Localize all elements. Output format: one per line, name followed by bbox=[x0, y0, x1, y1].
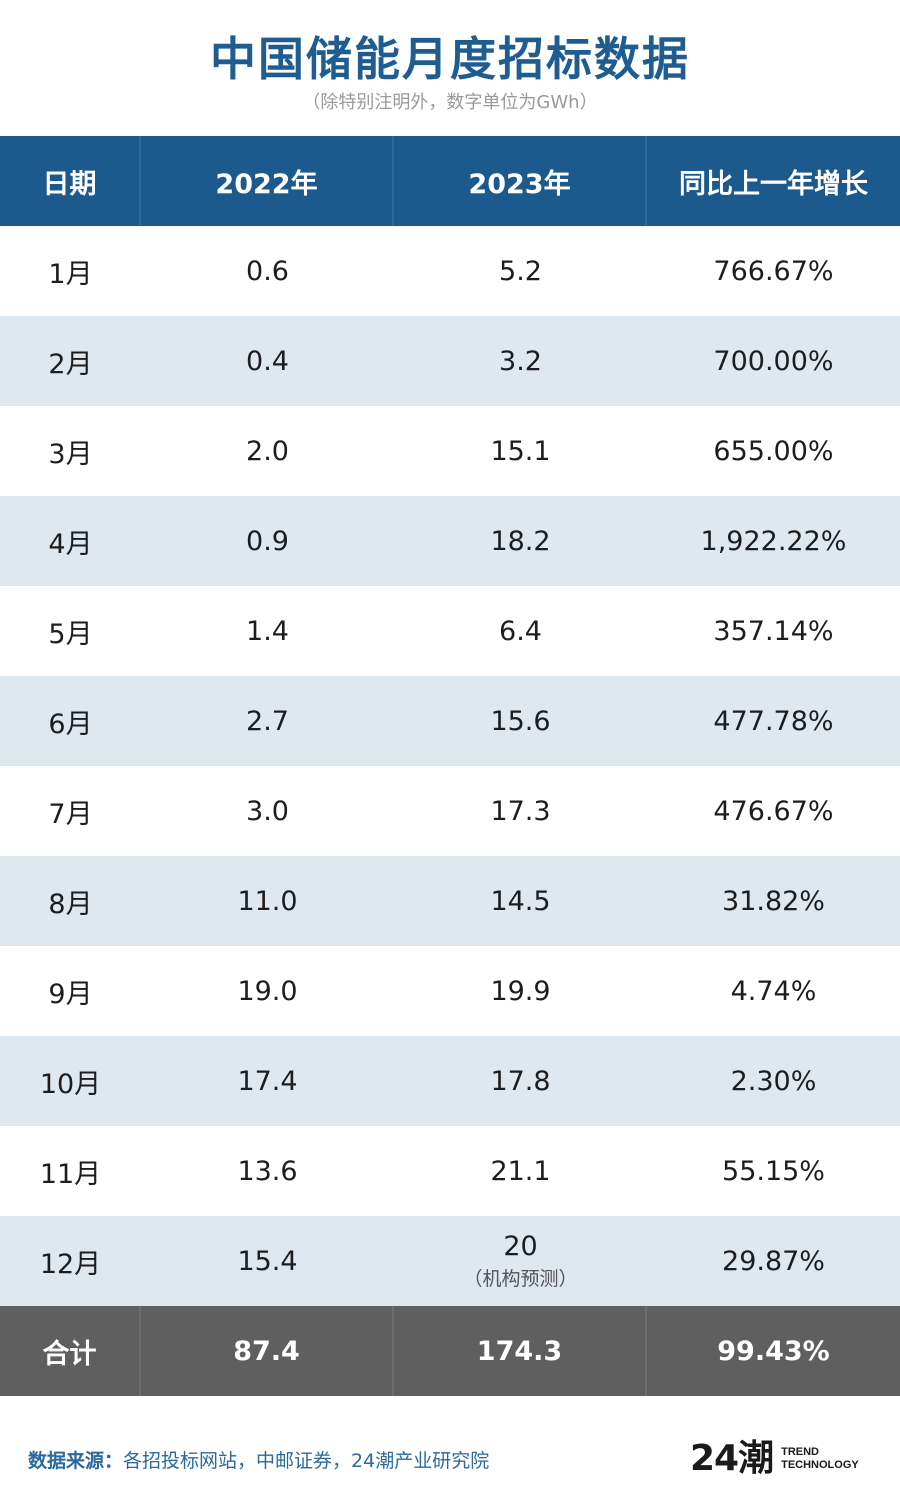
total-growth: 99.43% bbox=[717, 1335, 830, 1367]
cell-growth: 700.00% bbox=[713, 345, 834, 377]
logo-mark: 24潮 bbox=[690, 1438, 774, 1479]
cell-2022: 0.9 bbox=[246, 525, 289, 557]
table-row: 1月 0.6 5.2 766.67% bbox=[0, 226, 900, 316]
total-label: 合计 bbox=[0, 1306, 141, 1396]
cell-month: 5月 bbox=[48, 618, 93, 650]
cell-2022: 13.6 bbox=[237, 1155, 298, 1187]
brand-logo: 24潮 TREND TECHNOLOGY bbox=[690, 1434, 880, 1484]
data-table: 日期 2022年 2023年 同比上一年增长 1月 0.6 5.2 766.67… bbox=[0, 136, 900, 1396]
table-total-row: 合计 87.4 174.3 99.43% bbox=[0, 1306, 900, 1396]
cell-2022: 0.6 bbox=[246, 255, 289, 287]
cell-2023: 17.8 bbox=[490, 1065, 551, 1097]
cell-growth: 55.15% bbox=[722, 1155, 825, 1187]
cell-2022: 3.0 bbox=[246, 795, 289, 827]
cell-2023: 5.2 bbox=[499, 255, 542, 287]
cell-month: 1月 bbox=[48, 258, 93, 290]
cell-month: 10月 bbox=[39, 1068, 102, 1100]
cell-month: 11月 bbox=[39, 1158, 102, 1190]
cell-2023: 19.9 bbox=[490, 975, 551, 1007]
table-row: 3月 2.0 15.1 655.00% bbox=[0, 406, 900, 496]
cell-growth: 29.87% bbox=[722, 1245, 825, 1277]
cell-growth: 4.74% bbox=[730, 975, 817, 1007]
cell-2022: 19.0 bbox=[237, 975, 298, 1007]
cell-2022: 15.4 bbox=[237, 1245, 298, 1277]
cell-2023-value: 20 bbox=[503, 1231, 538, 1262]
header-2023: 2023年 bbox=[394, 136, 647, 226]
page-subtitle: （除特别注明外，数字单位为GWh） bbox=[302, 92, 598, 113]
cell-month: 4月 bbox=[48, 528, 93, 560]
cell-2023: 3.2 bbox=[499, 345, 542, 377]
cell-2023: 20 （机构预测） bbox=[394, 1216, 647, 1306]
cell-month: 3月 bbox=[48, 438, 93, 470]
table-row: 8月 11.0 14.5 31.82% bbox=[0, 856, 900, 946]
cell-2022: 1.4 bbox=[246, 615, 289, 647]
source-list: 各招投标网站，中邮证券，24潮产业研究院 bbox=[123, 1450, 490, 1472]
logo-line-2: TECHNOLOGY bbox=[781, 1459, 859, 1471]
cell-2022: 2.0 bbox=[246, 435, 289, 467]
page-title: 中国储能月度招标数据 bbox=[210, 32, 690, 86]
cell-2023: 15.1 bbox=[490, 435, 551, 467]
cell-2023: 14.5 bbox=[490, 885, 551, 917]
logo-line-1: TREND bbox=[781, 1446, 819, 1458]
cell-growth: 655.00% bbox=[713, 435, 834, 467]
table-row: 6月 2.7 15.6 477.78% bbox=[0, 676, 900, 766]
cell-growth: 477.78% bbox=[713, 705, 834, 737]
cell-month: 9月 bbox=[48, 978, 93, 1010]
cell-growth: 2.30% bbox=[730, 1065, 817, 1097]
total-2022: 87.4 bbox=[141, 1306, 394, 1396]
cell-growth: 357.14% bbox=[713, 615, 834, 647]
header-growth: 同比上一年增长 bbox=[679, 168, 868, 200]
total-2023: 174.3 bbox=[394, 1306, 647, 1396]
cell-growth: 1,922.22% bbox=[700, 525, 847, 557]
cell-growth: 476.67% bbox=[713, 795, 834, 827]
table-row: 11月 13.6 21.1 55.15% bbox=[0, 1126, 900, 1216]
cell-2022: 0.4 bbox=[246, 345, 289, 377]
table-row: 9月 19.0 19.9 4.74% bbox=[0, 946, 900, 1036]
header-date: 日期 bbox=[0, 136, 141, 226]
cell-2023: 18.2 bbox=[490, 525, 551, 557]
table-row: 5月 1.4 6.4 357.14% bbox=[0, 586, 900, 676]
cell-month: 8月 bbox=[48, 888, 93, 920]
cell-2023: 17.3 bbox=[490, 795, 551, 827]
cell-2023: 15.6 bbox=[490, 705, 551, 737]
logo-text: TREND TECHNOLOGY bbox=[781, 1446, 859, 1472]
cell-month: 7月 bbox=[48, 798, 93, 830]
table-header-row: 日期 2022年 2023年 同比上一年增长 bbox=[0, 136, 900, 226]
cell-month: 2月 bbox=[48, 348, 93, 380]
source-label: 数据来源： bbox=[28, 1450, 124, 1472]
table-row: 12月 15.4 20 （机构预测） 29.87% bbox=[0, 1216, 900, 1306]
cell-2022: 11.0 bbox=[237, 885, 298, 917]
cell-2023: 21.1 bbox=[490, 1155, 551, 1187]
table-row: 10月 17.4 17.8 2.30% bbox=[0, 1036, 900, 1126]
cell-2022: 2.7 bbox=[246, 705, 289, 737]
cell-month: 6月 bbox=[48, 708, 93, 740]
table-row: 7月 3.0 17.3 476.67% bbox=[0, 766, 900, 856]
forecast-note: （机构预测） bbox=[463, 1268, 578, 1290]
header-2022: 2022年 bbox=[141, 136, 394, 226]
table-row: 2月 0.4 3.2 700.00% bbox=[0, 316, 900, 406]
cell-2023: 6.4 bbox=[499, 615, 542, 647]
cell-growth: 766.67% bbox=[713, 255, 834, 287]
cell-growth: 31.82% bbox=[722, 885, 825, 917]
source-note: 数据来源：各招投标网站，中邮证券，24潮产业研究院 bbox=[28, 1446, 489, 1476]
cell-2022: 17.4 bbox=[237, 1065, 298, 1097]
table-row: 4月 0.9 18.2 1,922.22% bbox=[0, 496, 900, 586]
cell-month: 12月 bbox=[39, 1248, 102, 1280]
